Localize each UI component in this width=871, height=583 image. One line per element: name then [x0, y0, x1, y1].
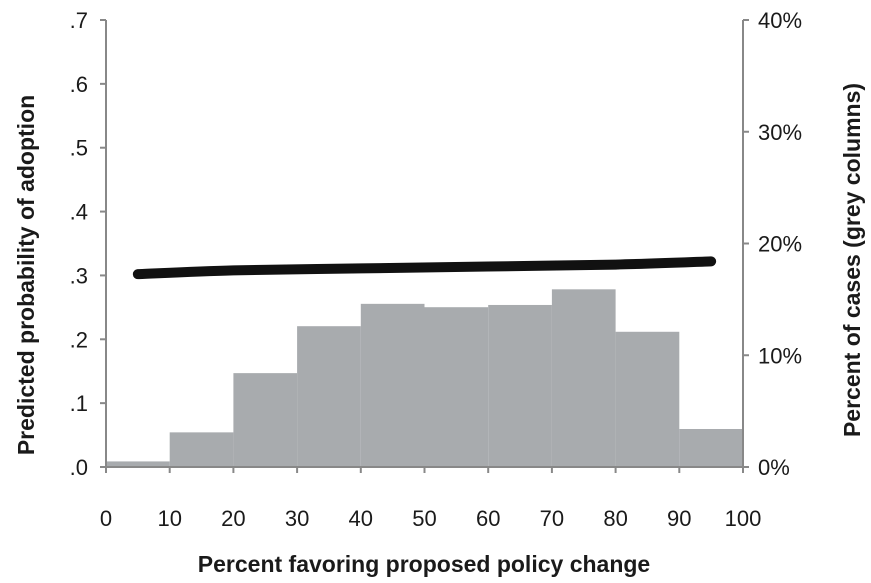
right-y-axis-title: Percent of cases (grey columns): [839, 83, 865, 437]
histogram-bar: [424, 307, 489, 467]
tick-marks: [100, 19, 749, 473]
histogram-bar: [169, 432, 234, 467]
left-y-tick-label: .4: [70, 200, 88, 225]
left-y-tick-label: .7: [70, 8, 88, 33]
predicted-probability-line: [132, 256, 717, 280]
histogram-bar: [360, 303, 425, 467]
histogram-bars: [106, 289, 743, 467]
left-y-tick-label: .6: [70, 72, 88, 97]
right-y-tick-label: 20%: [758, 232, 802, 257]
x-axis-title: Percent favoring proposed policy change: [198, 551, 650, 577]
x-tick-label: 90: [667, 506, 691, 531]
left-y-tick-label: .2: [70, 327, 88, 352]
left-y-tick-label: .0: [70, 455, 88, 480]
histogram-bar: [679, 429, 743, 467]
x-tick-label: 40: [349, 506, 373, 531]
x-tick-label: 50: [412, 506, 436, 531]
left-y-tick-labels: .0 .1 .2 .3 .4 .5 .6 .7: [70, 8, 88, 480]
histogram-bar: [615, 331, 680, 467]
x-tick-label: 70: [540, 506, 564, 531]
x-tick-labels: 0 10 20 30 40 50 60 70 80 90 100: [100, 506, 761, 531]
x-tick-label: 80: [603, 506, 627, 531]
x-tick-label: 60: [476, 506, 500, 531]
histogram-bar: [488, 304, 552, 467]
histogram-bar: [233, 373, 298, 467]
right-y-tick-label: 30%: [758, 120, 802, 145]
left-y-axis-title: Predicted probability of adoption: [13, 95, 39, 455]
x-tick-label: 20: [221, 506, 245, 531]
x-tick-label: 0: [100, 506, 112, 531]
histogram-bar: [297, 326, 361, 467]
histogram-bar: [106, 461, 170, 467]
x-tick-label: 100: [725, 506, 762, 531]
left-y-tick-label: .5: [70, 136, 88, 161]
right-y-tick-labels: 0% 10% 20% 30% 40%: [758, 8, 802, 480]
right-y-tick-label: 0%: [758, 455, 790, 480]
x-tick-label: 30: [285, 506, 309, 531]
right-y-tick-label: 10%: [758, 343, 802, 368]
right-y-tick-label: 40%: [758, 8, 802, 33]
left-y-tick-label: .1: [70, 391, 88, 416]
histogram-bar: [551, 289, 616, 467]
x-tick-label: 10: [157, 506, 181, 531]
left-y-tick-label: .3: [70, 263, 88, 288]
